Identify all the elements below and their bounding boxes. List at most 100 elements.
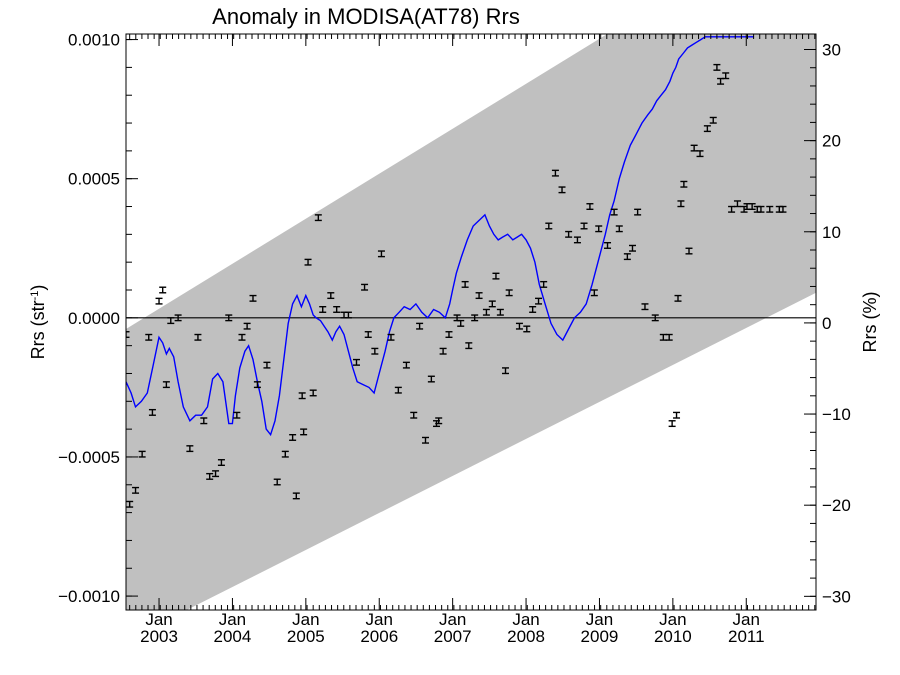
data-point	[148, 408, 156, 416]
data-point	[233, 411, 241, 419]
x-tick-year: 2011	[728, 627, 765, 646]
data-point	[174, 314, 182, 322]
data-point	[217, 459, 225, 467]
right-tick-label: −10	[822, 405, 851, 424]
left-tick-label: −0.0005	[58, 448, 120, 467]
data-point	[126, 500, 134, 508]
data-point	[352, 358, 360, 366]
series-line	[126, 36, 754, 437]
data-point	[377, 250, 385, 258]
data-point	[461, 280, 469, 288]
data-point	[281, 450, 289, 458]
x-tick-month: Jan	[733, 610, 760, 629]
x-tick-month: Jan	[586, 610, 613, 629]
data-point	[253, 381, 261, 389]
data-point	[696, 150, 704, 158]
data-point	[766, 205, 774, 213]
x-tick-month: Jan	[659, 610, 686, 629]
data-point	[540, 280, 548, 288]
data-point	[690, 144, 698, 152]
data-point	[535, 297, 543, 305]
data-point	[445, 331, 453, 339]
x-tick-year: 2006	[360, 627, 398, 646]
data-point	[206, 472, 214, 480]
x-tick-year: 2004	[214, 627, 252, 646]
data-point	[677, 200, 685, 208]
data-point	[465, 342, 473, 350]
right-tick-label: −20	[822, 496, 851, 515]
data-point	[162, 381, 170, 389]
data-point	[610, 208, 618, 216]
data-point	[421, 436, 429, 444]
data-point	[488, 300, 496, 308]
data-point	[674, 294, 682, 302]
data-point	[304, 258, 312, 266]
x-tick-month: Jan	[439, 610, 466, 629]
data-point	[515, 322, 523, 330]
data-point	[225, 314, 233, 322]
x-tick-year: 2005	[287, 627, 325, 646]
data-point	[159, 286, 167, 294]
data-point	[529, 305, 537, 313]
data-point	[545, 222, 553, 230]
data-point	[263, 361, 271, 369]
data-point	[502, 367, 509, 375]
data-point	[344, 311, 352, 319]
x-tick-month: Jan	[219, 610, 246, 629]
data-point	[289, 433, 297, 441]
data-point	[364, 331, 372, 339]
data-point	[733, 200, 741, 208]
data-point	[155, 297, 163, 305]
x-tick-month: Jan	[145, 610, 172, 629]
data-point	[713, 63, 721, 71]
data-point	[314, 214, 322, 222]
data-point	[586, 203, 594, 211]
data-point	[685, 247, 693, 255]
data-point	[402, 361, 410, 369]
data-point	[167, 317, 175, 325]
plot-frame	[125, 33, 817, 611]
data-point	[410, 411, 418, 419]
data-point	[292, 492, 300, 500]
right-tick-label: 30	[822, 40, 841, 59]
data-point	[590, 289, 598, 297]
data-point	[748, 203, 756, 211]
data-point	[523, 325, 531, 333]
data-point	[439, 347, 447, 355]
x-tick-month: Jan	[512, 610, 539, 629]
data-point	[565, 230, 573, 238]
left-tick-label: 0.0000	[68, 309, 120, 328]
data-point	[680, 180, 688, 188]
x-tick-year: 2010	[654, 627, 692, 646]
data-point	[238, 333, 246, 341]
uncertainty-band	[126, 34, 816, 610]
data-point	[200, 417, 208, 425]
x-tick-year: 2009	[581, 627, 619, 646]
data-point	[333, 305, 341, 313]
right-tick-label: 20	[822, 132, 841, 151]
data-point	[394, 386, 402, 394]
left-axis-label-text: Rrs (str	[28, 300, 48, 359]
data-point	[709, 116, 717, 124]
right-tick-label: 0	[822, 314, 831, 333]
right-tick-label: 10	[822, 223, 841, 242]
data-point	[779, 205, 787, 213]
data-point	[673, 411, 681, 419]
left-axis-label: Rrs (str-1)	[28, 285, 48, 360]
data-point	[186, 445, 194, 453]
data-point	[471, 314, 479, 322]
data-point	[298, 392, 306, 400]
data-point	[505, 289, 513, 297]
data-point	[651, 314, 659, 322]
chart-title: Anomaly in MODISA(AT78) Rrs	[212, 4, 520, 29]
left-tick-label: 0.0010	[68, 31, 120, 50]
data-point	[145, 333, 153, 341]
x-tick-month: Jan	[292, 610, 319, 629]
data-point	[212, 470, 220, 478]
data-point	[595, 225, 603, 233]
data-point	[300, 428, 308, 436]
data-point	[309, 389, 317, 397]
data-point	[668, 420, 676, 428]
data-point	[641, 303, 649, 311]
x-tick-year: 2003	[140, 627, 178, 646]
